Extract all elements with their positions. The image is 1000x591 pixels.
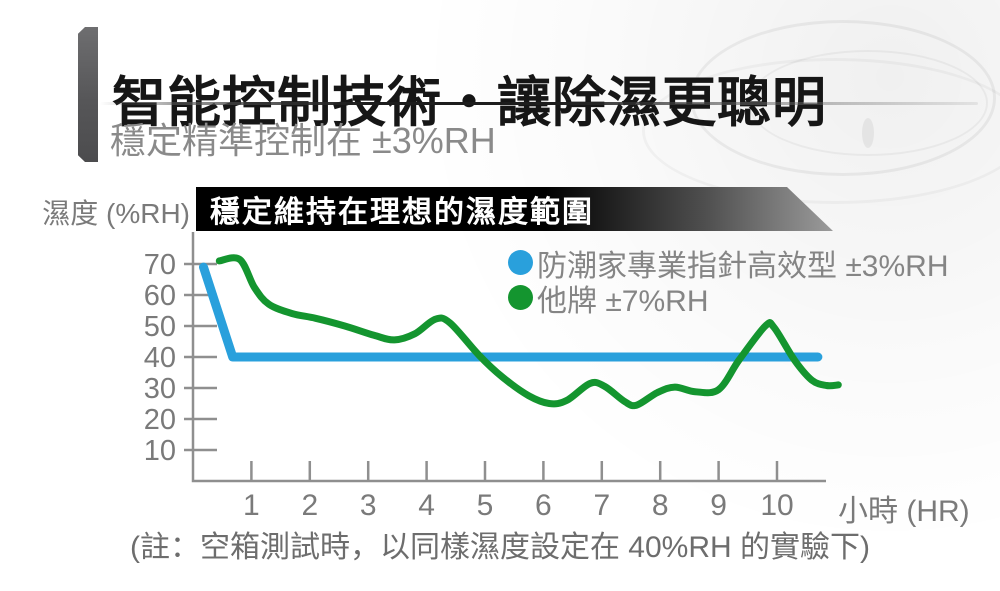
x-tick-label: 3 (360, 489, 377, 522)
legend-marker-brand-icon (508, 250, 533, 275)
series-line-brand (199, 262, 823, 362)
y-tick-label: 60 (144, 280, 176, 312)
legend-item-brand: 防潮家專業指針高效型 ±3%RH (508, 245, 949, 283)
chart-axes (191, 232, 826, 483)
x-tick-label: 2 (301, 489, 318, 522)
legend-label-brand: 防潮家專業指針高效型 ±3%RH (537, 249, 949, 283)
title-accent-bar (78, 27, 98, 162)
legend-item-other: 他牌 ±7%RH (508, 280, 949, 318)
y-tick-label: 10 (144, 435, 176, 467)
series-line-other (215, 254, 842, 410)
y-tick-label: 50 (144, 311, 176, 343)
footnote: (註：空箱測試時，以同樣濕度設定在 40%RH 的實驗下) (129, 531, 871, 564)
x-tick-label: 10 (760, 489, 793, 522)
chart-banner-text: 穩定維持在理想的濕度範圍 (210, 196, 594, 229)
x-tick-label: 9 (710, 489, 727, 522)
y-tick-label: 20 (144, 404, 176, 436)
legend-label-other: 他牌 ±7%RH (537, 284, 709, 318)
x-tick-label: 5 (477, 489, 494, 522)
x-tick-label: 8 (652, 489, 669, 522)
x-tick-label: 6 (535, 489, 552, 522)
title-divider (100, 102, 978, 105)
water-droplet-icon (862, 118, 874, 148)
y-tick-label: 70 (144, 249, 176, 281)
chart-legend: 防潮家專業指針高效型 ±3%RH 他牌 ±7%RH (508, 245, 949, 318)
y-axis-label: 濕度 (%RH) (42, 198, 190, 229)
x-axis-label: 小時 (HR) (838, 495, 970, 528)
chart-banner: 穩定維持在理想的濕度範圍 (196, 187, 833, 231)
page-subtitle: 穩定精準控制在 ±3%RH (110, 120, 496, 161)
y-tick-label: 40 (144, 342, 176, 374)
x-tick-label: 4 (418, 489, 435, 522)
x-tick-label: 7 (593, 489, 610, 522)
x-tick-label: 1 (243, 489, 260, 522)
legend-marker-other-icon (508, 285, 533, 310)
y-tick-label: 30 (144, 373, 176, 405)
water-ripple-middle-icon (690, 20, 996, 176)
